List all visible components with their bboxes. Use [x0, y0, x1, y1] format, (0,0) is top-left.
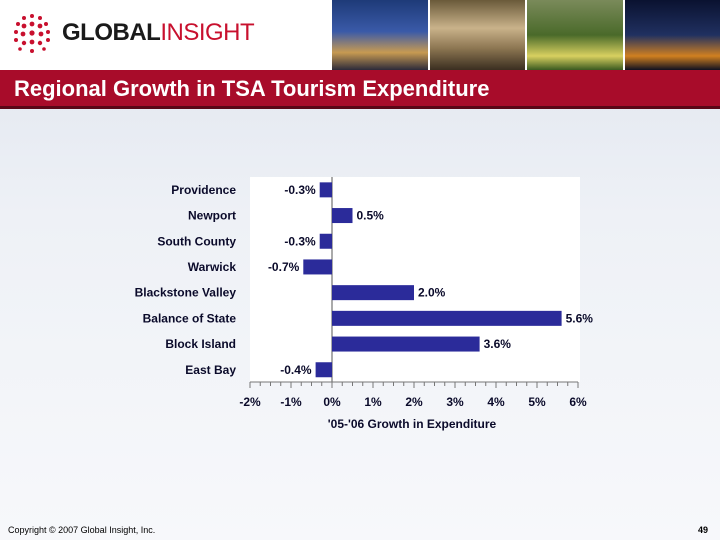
bar	[319, 182, 332, 198]
x-tick-label: 6%	[569, 395, 587, 409]
data-label: -0.4%	[280, 363, 312, 377]
category-label: Balance of State	[143, 311, 237, 325]
category-label: Block Island	[165, 337, 236, 351]
page-number: 49	[698, 525, 709, 535]
category-label: Warwick	[188, 260, 237, 274]
x-tick-label: 4%	[487, 395, 505, 409]
category-label: South County	[157, 234, 236, 248]
lighthouse-photo	[330, 0, 428, 70]
data-label: -0.3%	[284, 234, 316, 248]
x-tick-label: 5%	[528, 395, 546, 409]
title-bar: Regional Growth in TSA Tourism Expenditu…	[0, 70, 720, 109]
city-night-photo	[622, 0, 720, 70]
header: GLOBALINSIGHT	[0, 0, 720, 70]
x-tick-label: -1%	[280, 395, 302, 409]
data-label: 0.5%	[357, 209, 385, 223]
data-label: -0.7%	[268, 260, 300, 274]
x-tick-label: 2%	[405, 395, 423, 409]
globe-logo-icon	[14, 14, 50, 53]
x-tick-label: 0%	[323, 395, 341, 409]
bar	[303, 259, 332, 275]
x-tick-label: -2%	[239, 395, 261, 409]
data-label: -0.3%	[284, 183, 316, 197]
x-axis-label: '05-'06 Growth in Expenditure	[328, 417, 497, 431]
bar	[332, 336, 480, 352]
data-label: 5.6%	[566, 311, 594, 325]
logo-word-global: GLOBAL	[62, 19, 161, 46]
bar	[319, 233, 332, 249]
bar	[332, 208, 353, 224]
copyright-text: Copyright © 2007 Global Insight, Inc.	[8, 525, 156, 535]
garden-photo	[525, 0, 623, 70]
category-label: Blackstone Valley	[135, 286, 237, 300]
company-logo: GLOBALINSIGHT	[62, 19, 255, 46]
category-label: Providence	[171, 183, 236, 197]
category-label: Newport	[188, 209, 236, 223]
bar	[315, 362, 332, 378]
x-tick-label: 3%	[446, 395, 464, 409]
x-tick-label: 1%	[364, 395, 382, 409]
ballroom-photo	[427, 0, 525, 70]
bar	[332, 285, 414, 301]
bar	[332, 310, 562, 326]
data-label: 3.6%	[484, 337, 512, 351]
header-photo-strip	[330, 0, 720, 70]
data-label: 2.0%	[418, 286, 446, 300]
slide-title: Regional Growth in TSA Tourism Expenditu…	[14, 76, 490, 101]
logo-word-insight: INSIGHT	[160, 19, 255, 46]
category-label: East Bay	[185, 363, 236, 377]
